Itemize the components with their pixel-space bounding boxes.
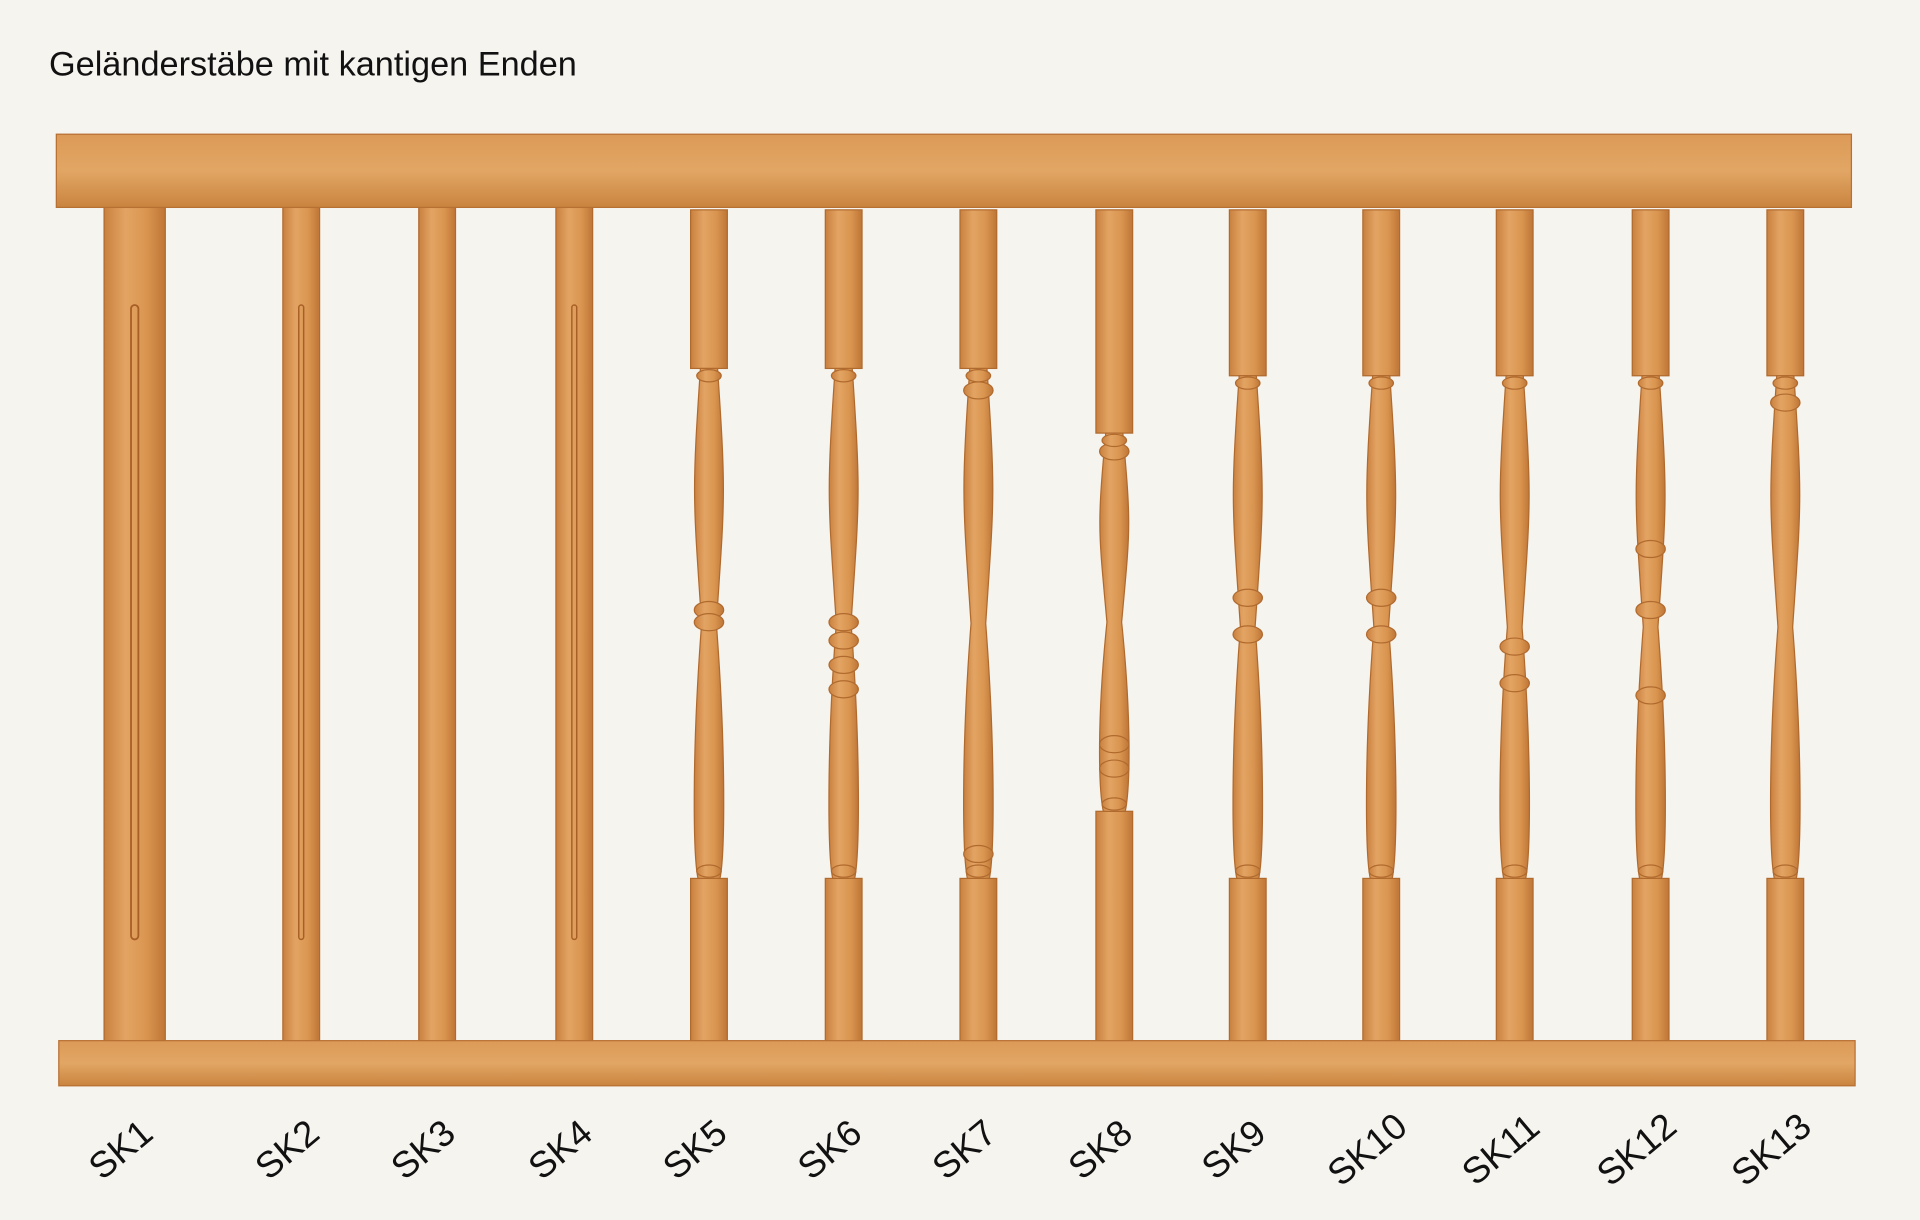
flute (298, 304, 305, 941)
baluster-bottom (1631, 877, 1670, 1045)
bead (963, 844, 994, 864)
bead (1635, 600, 1666, 620)
bead (1365, 588, 1397, 607)
flute (130, 304, 140, 941)
bead (1232, 588, 1264, 607)
baluster-bottom (1095, 810, 1134, 1045)
baluster-bottom (824, 877, 863, 1045)
bead (693, 613, 725, 632)
bead (1770, 393, 1801, 412)
bead (1499, 674, 1530, 693)
collar (1234, 376, 1261, 390)
baluster-top (1362, 209, 1401, 377)
baluster-bottom (1362, 877, 1401, 1045)
bead (828, 631, 859, 650)
baluster-top (1095, 209, 1134, 434)
baluster (555, 206, 594, 1045)
baluster (103, 206, 166, 1045)
bead (828, 613, 859, 632)
collar (965, 864, 992, 878)
bead (1635, 539, 1666, 559)
baluster-spindle (963, 367, 994, 880)
bead (1365, 625, 1397, 644)
title: Geländerstäbe mit kantigen Enden (49, 46, 577, 84)
baluster (282, 206, 321, 1045)
collar (1501, 864, 1528, 878)
baluster-top (824, 209, 863, 370)
baluster-top (959, 209, 998, 370)
baluster-spindle (1499, 375, 1531, 880)
collar (1368, 864, 1395, 878)
bead (963, 381, 994, 400)
baluster-bottom (690, 877, 728, 1045)
collar (1772, 864, 1799, 878)
collar (1637, 376, 1664, 390)
bead (1098, 759, 1130, 778)
baluster-top (1228, 209, 1267, 377)
baluster-bottom (959, 877, 998, 1045)
bead (1635, 686, 1666, 705)
bead (1098, 735, 1130, 754)
bead (1499, 637, 1530, 656)
top-rail (55, 133, 1853, 209)
collar (1101, 433, 1128, 448)
baluster (418, 206, 457, 1045)
collar (696, 369, 722, 383)
baluster-spindle (1098, 432, 1130, 812)
collar (965, 369, 992, 383)
flute (571, 304, 578, 941)
baluster-top (1495, 209, 1534, 377)
collar (1368, 376, 1395, 390)
collar (696, 864, 722, 878)
bottom-rail (58, 1040, 1856, 1087)
baluster-bottom (1228, 877, 1267, 1045)
collar (830, 864, 857, 878)
baluster-spindle (1769, 375, 1801, 880)
bead (828, 655, 859, 675)
baluster-top (1631, 209, 1670, 377)
baluster-bottom (1495, 877, 1534, 1045)
collar (1234, 864, 1261, 878)
baluster-bottom (1766, 877, 1805, 1045)
collar (830, 369, 857, 383)
collar (1772, 376, 1799, 390)
baluster-spindle (1635, 375, 1666, 880)
baluster-top (1766, 209, 1805, 377)
baluster-top (690, 209, 728, 370)
bead (1232, 625, 1264, 644)
collar (1501, 376, 1528, 390)
collar (1101, 797, 1128, 811)
collar (1637, 864, 1664, 878)
bead (828, 680, 859, 699)
